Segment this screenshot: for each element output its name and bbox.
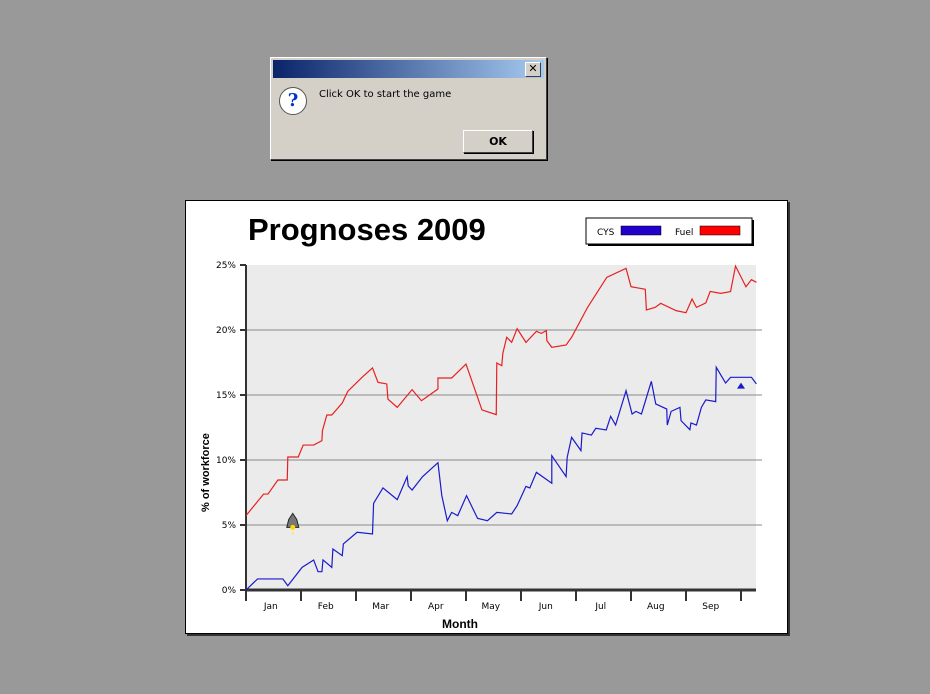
x-tick-label: Apr: [428, 602, 444, 612]
y-tick-label: 10%: [216, 456, 236, 466]
legend-swatch-fuel: [699, 225, 741, 236]
x-tick-label: Mar: [372, 602, 389, 612]
x-tick-label: Sep: [702, 602, 719, 612]
legend-label-cys: CYS: [597, 228, 615, 238]
x-tick-label: Jun: [538, 602, 553, 612]
start-game-dialog: ✕ ? Click OK to start the game OK: [270, 57, 547, 160]
y-tick-label: 0%: [222, 586, 237, 596]
chart-title: Prognoses 2009: [248, 212, 486, 247]
rocket-body: [286, 512, 300, 528]
x-tick-label: May: [481, 602, 500, 612]
x-axis-label: Month: [442, 617, 478, 631]
x-tick-label: Jan: [263, 602, 278, 612]
chart-panel: Prognoses 2009 CYS Fuel 0% 5% 10% 15% 20% 25%…: [185, 200, 788, 634]
rocket-icon: [286, 512, 300, 537]
series-line-cys: [245, 365, 757, 591]
x-tick-label: Aug: [647, 602, 665, 612]
dialog-message: Click OK to start the game: [319, 89, 452, 100]
close-button[interactable]: ✕: [525, 62, 541, 77]
ok-button[interactable]: OK: [463, 130, 533, 153]
y-tick-label: 5%: [222, 521, 237, 531]
legend: CYS Fuel: [585, 217, 754, 246]
series-line-fuel: [245, 264, 757, 517]
legend-swatch-cys: [620, 225, 662, 236]
plot-area: [246, 265, 756, 590]
legend-label-fuel: Fuel: [675, 228, 693, 238]
x-tick-label: Feb: [318, 602, 334, 612]
x-tick-label: Jul: [594, 602, 606, 612]
dialog-titlebar[interactable]: ✕: [273, 60, 544, 78]
y-tick-label: 25%: [216, 261, 236, 271]
prognoses-chart: Prognoses 2009 CYS Fuel 0% 5% 10% 15% 20% 25%…: [200, 212, 762, 631]
y-tick-label: 20%: [216, 326, 236, 336]
cys-marker-icon: [737, 382, 745, 389]
y-axis-label: % of workforce: [200, 433, 212, 512]
y-tick-label: 15%: [216, 391, 236, 401]
rocket-flame: [290, 524, 296, 530]
question-icon: ?: [279, 87, 307, 115]
